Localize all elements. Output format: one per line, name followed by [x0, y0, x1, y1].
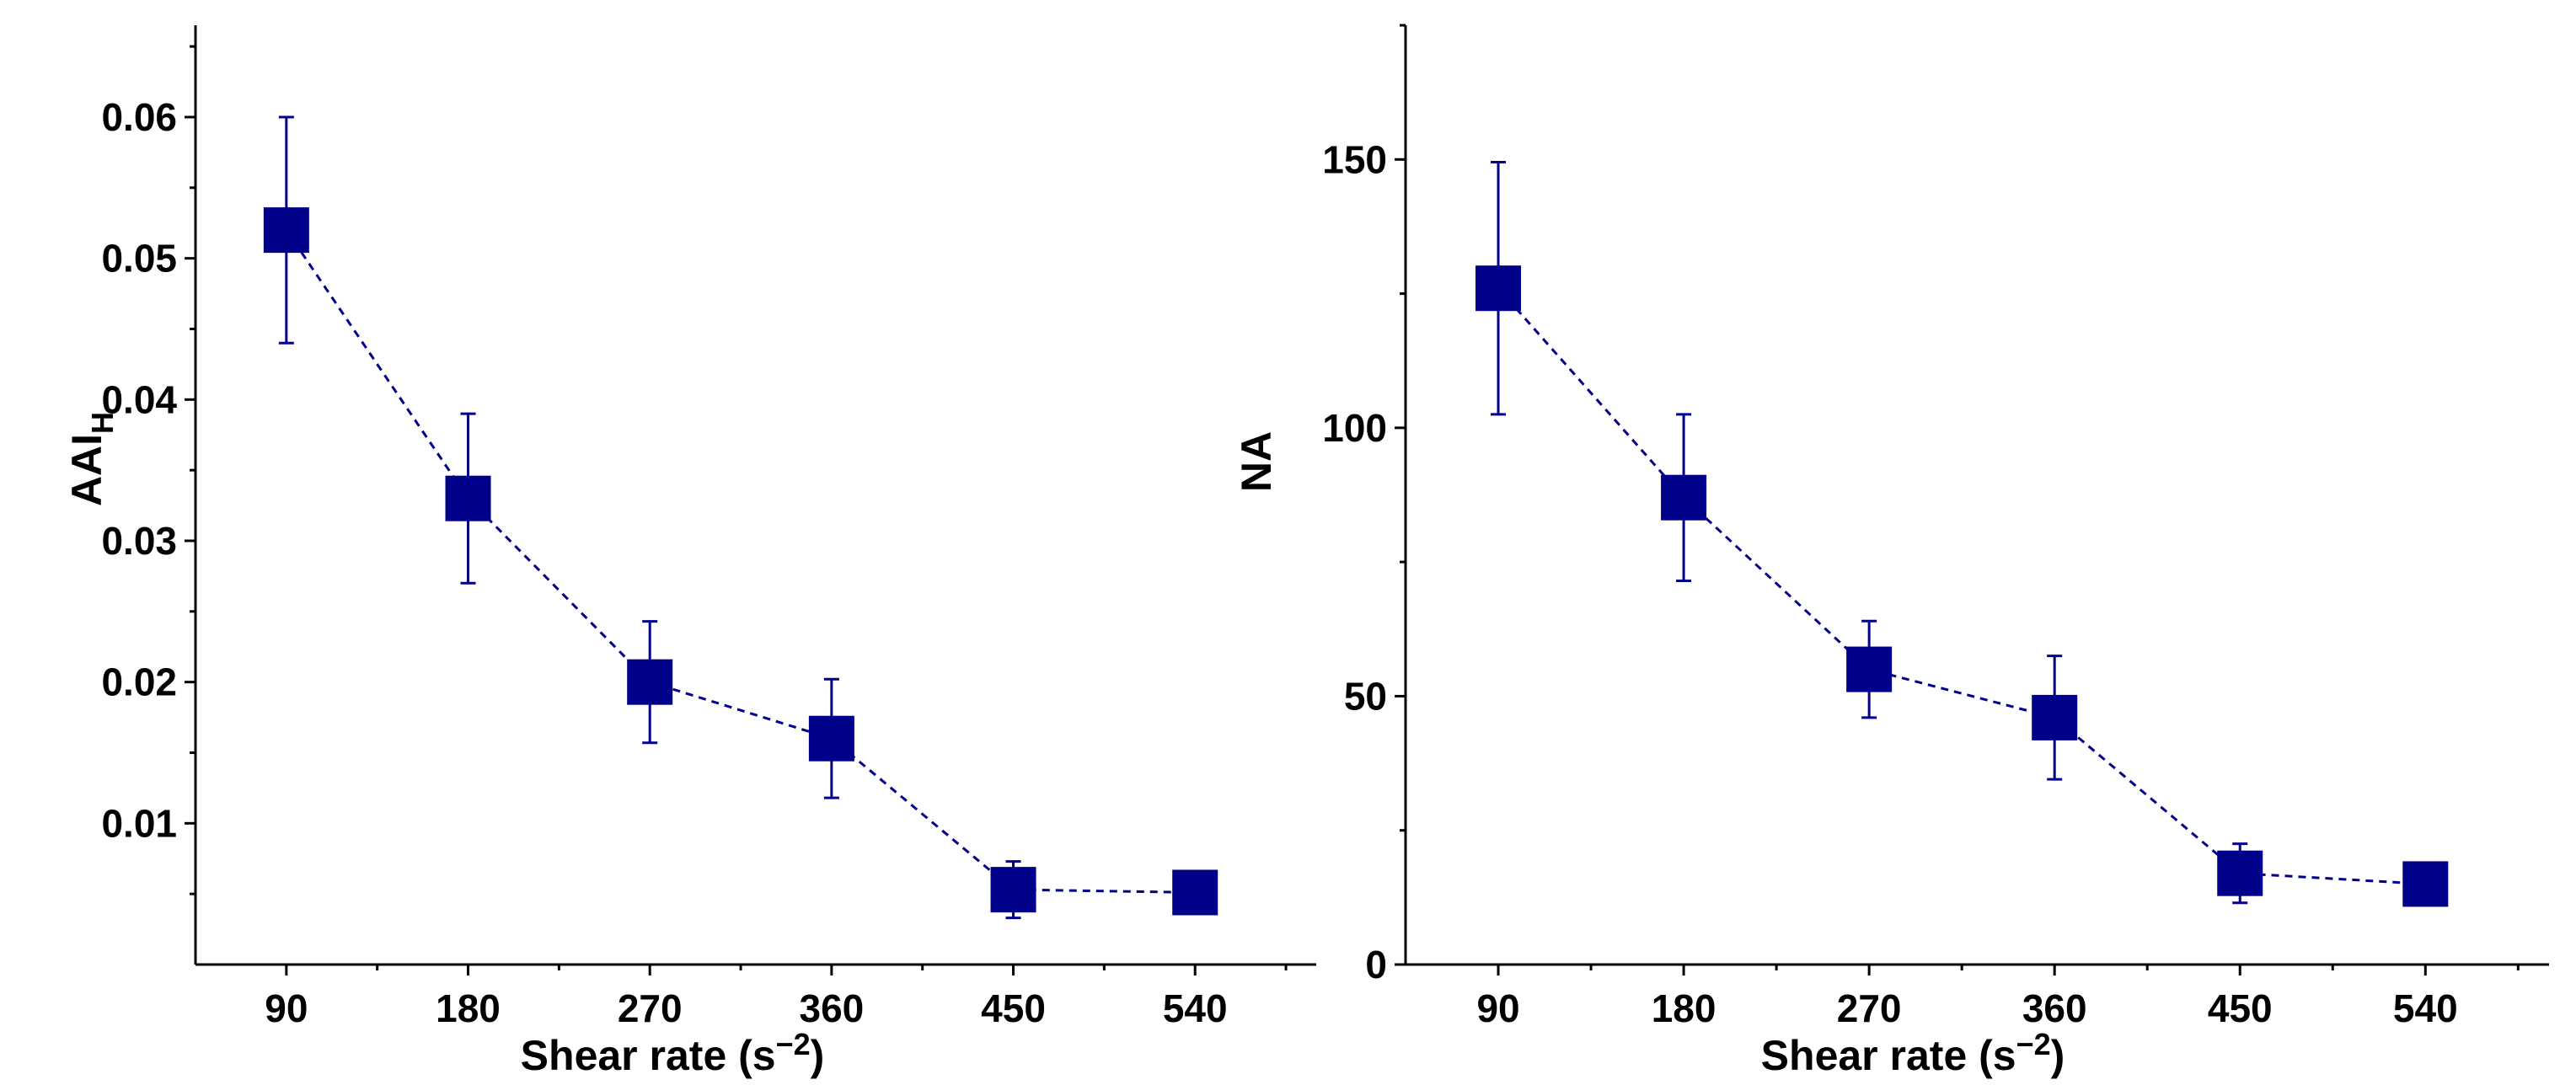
x-axis-label-close: ): [811, 1032, 825, 1079]
y-tick-label: 50: [1344, 674, 1387, 718]
y-axis-label-main: AAI: [63, 434, 110, 506]
data-point: [1661, 474, 1707, 521]
y-tick-label: 100: [1322, 406, 1387, 450]
x-tick-label: 540: [2393, 986, 2458, 1030]
series-line: [285, 229, 1196, 894]
y-axis-label-sub: H: [85, 412, 120, 434]
x-axis-label-sup: −2: [776, 1027, 811, 1061]
x-tick-label: 270: [1837, 986, 1902, 1030]
data-point: [445, 475, 491, 521]
x-axis-label: Shear rate (s−2): [521, 1027, 825, 1079]
data-point: [263, 207, 309, 254]
y-tick-label: 150: [1322, 137, 1387, 181]
x-axis-label-sup: −2: [2016, 1027, 2051, 1061]
data-point: [2402, 861, 2449, 907]
x-tick-label: 90: [265, 986, 308, 1030]
x-tick-label: 90: [1476, 986, 1519, 1030]
y-axis-label: AAIH: [63, 412, 120, 506]
plot-area: 0.01 0.02 0.03 0.04 0.05 0.06 90 180 270 360 450 54…: [101, 25, 1316, 1030]
x-axis-label-close: ): [2051, 1032, 2065, 1079]
data-point: [808, 715, 854, 762]
chart-panel-na: 0 50 100 150 90 180 270 360 450 540 NA Shear rate…: [1233, 24, 2549, 1079]
y-axis-label-main: NA: [1233, 431, 1280, 492]
x-axis-label: Shear rate (s−2): [1761, 1027, 2065, 1079]
series-line: [1497, 287, 2426, 885]
data-point: [1846, 646, 1893, 692]
y-tick-label: 0.06: [101, 95, 177, 139]
x-axis-label-main: Shear rate (s: [521, 1032, 776, 1079]
data-point: [990, 867, 1036, 913]
x-axis-label-main: Shear rate (s: [1761, 1032, 2016, 1079]
y-tick-label: 0.01: [101, 801, 177, 845]
y-tick-label: 0.05: [101, 237, 177, 281]
x-tick-label: 270: [618, 986, 683, 1030]
y-tick-label: 0: [1365, 943, 1387, 986]
data-point: [627, 659, 673, 705]
x-tick-label: 360: [799, 986, 864, 1030]
x-tick-label: 180: [436, 986, 501, 1030]
x-tick-label: 180: [1652, 986, 1716, 1030]
x-tick-label: 450: [981, 986, 1046, 1030]
data-point: [2032, 694, 2078, 740]
y-tick-label: 0.02: [101, 660, 177, 704]
data-point: [1475, 265, 1522, 312]
x-tick-label: 360: [2022, 986, 2087, 1030]
x-tick-label: 450: [2208, 986, 2273, 1030]
plot-area: 0 50 100 150 90 180 270 360 450 540: [1322, 24, 2549, 1030]
chart-panel-aai: 0.01 0.02 0.03 0.04 0.05 0.06 90 180 270 360 450 54…: [63, 25, 1316, 1079]
data-point: [2217, 850, 2263, 896]
data-point: [1172, 869, 1218, 916]
y-axis-label: NA: [1233, 431, 1280, 492]
y-tick-label: 0.04: [101, 377, 177, 421]
y-tick-label: 0.03: [101, 519, 177, 563]
x-tick-label: 540: [1163, 986, 1228, 1030]
